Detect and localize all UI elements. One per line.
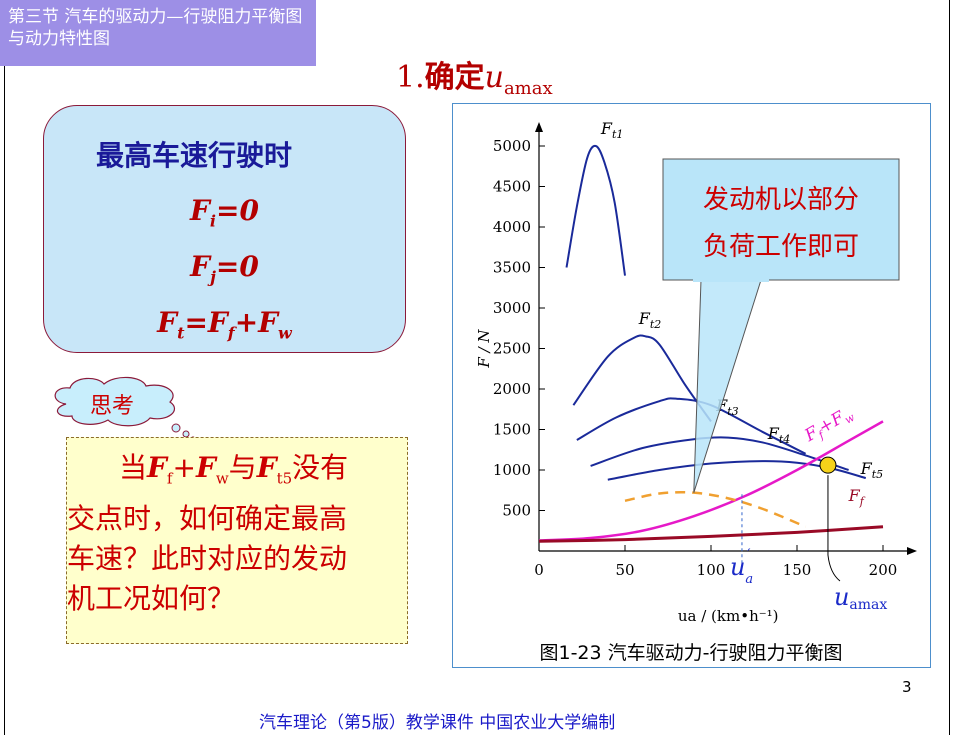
question-line-2: 交点时，如何确定最高 — [67, 501, 348, 535]
think-label: 思考 — [90, 394, 135, 419]
slide-heading: 1.确定uamax — [396, 52, 553, 99]
heading-sub: amax — [503, 78, 553, 99]
intersection-marker — [819, 456, 837, 474]
right-rule — [949, 0, 950, 735]
page-number: 3 — [902, 678, 912, 696]
footer-text: 汽车理论（第5版）教学课件 中国农业大学编制 — [259, 713, 616, 733]
y-tick-label: 2500 — [493, 340, 531, 358]
y-tick-label: 4000 — [493, 218, 531, 236]
condition-fi: Fi=0 — [190, 194, 259, 231]
x-tick-label: 100 — [697, 561, 726, 579]
y-tick-label: 3000 — [493, 299, 531, 317]
series-ft4 — [590, 436, 849, 471]
callout-join — [693, 278, 769, 282]
series-ft3 — [576, 397, 807, 455]
section-title: 第三节 汽车的驱动力—行驶阻力平衡图与动力特性图 — [0, 0, 316, 66]
callout-box — [662, 158, 900, 281]
y-tick-label: 2000 — [493, 380, 531, 398]
question-line-3: 车速？此时对应的发动 — [67, 541, 348, 575]
label-ua-prime: ua′ — [730, 547, 753, 587]
uamax-leader — [827, 554, 841, 582]
heading-text: 确定 — [424, 60, 485, 95]
figure-caption: 图1-23 汽车驱动力-行驶阻力平衡图 — [539, 642, 842, 664]
series-ft2 — [572, 334, 712, 422]
label-ft4: Ft4 — [767, 424, 791, 446]
series-ff — [538, 525, 884, 543]
y-axis-arrow — [535, 122, 543, 132]
x-axis-arrow — [907, 547, 917, 555]
series-partial-load — [624, 490, 807, 528]
question-line-4: 机工况如何？ — [67, 581, 236, 615]
label-ft5: Ft5 — [860, 459, 884, 481]
label-ft1: Ft1 — [600, 119, 624, 141]
x-axis-label: ua / (km•h⁻¹) — [678, 607, 779, 625]
x-tick-label: 50 — [615, 561, 634, 579]
y-tick-label: 500 — [502, 502, 531, 520]
heading-var: u — [484, 60, 504, 95]
balance-chart: 500 1000 1500 2000 2500 3000 3500 4000 4500 5000 0… — [475, 119, 917, 664]
y-axis-label: F / N — [475, 329, 493, 369]
callout-line-2: 负荷工作即可 — [703, 232, 859, 262]
series-ff-fw — [538, 420, 884, 542]
question-box: 当Ff+Fw与Ft5没有 交点时，如何确定最高 车速？此时对应的发动 机工况如何… — [66, 437, 408, 644]
y-tick-label: 5000 — [493, 137, 531, 155]
callout-line-1: 发动机以部分 — [703, 185, 859, 215]
y-tick-label: 1000 — [493, 461, 531, 479]
x-tick-label: 150 — [783, 561, 812, 579]
y-tick-label: 3500 — [493, 259, 531, 277]
label-ft2: Ft2 — [638, 309, 662, 331]
conditions-title: 最高车速行驶时 — [96, 139, 293, 172]
label-ff: Ff — [848, 486, 866, 508]
conditions-box: 最高车速行驶时 Fi=0 Fj=0 Ft=Ff+Fw — [43, 105, 406, 353]
left-rule — [4, 0, 5, 735]
condition-fj: Fj=0 — [190, 250, 259, 287]
y-tick-label: 4500 — [493, 178, 531, 196]
heading-number: 1. — [396, 60, 425, 95]
label-uamax: uamax — [834, 583, 887, 613]
y-tick-label: 1500 — [493, 421, 531, 439]
series-ft1 — [565, 144, 626, 276]
figure-panel: 500 1000 1500 2000 2500 3000 3500 4000 4500 5000 0… — [452, 103, 931, 668]
x-tick-label: 0 — [534, 561, 544, 579]
question-line-1: 当Ff+Fw与Ft5没有 — [119, 451, 349, 488]
x-tick-label: 200 — [869, 561, 898, 579]
condition-force-balance: Ft=Ff+Fw — [157, 306, 292, 343]
